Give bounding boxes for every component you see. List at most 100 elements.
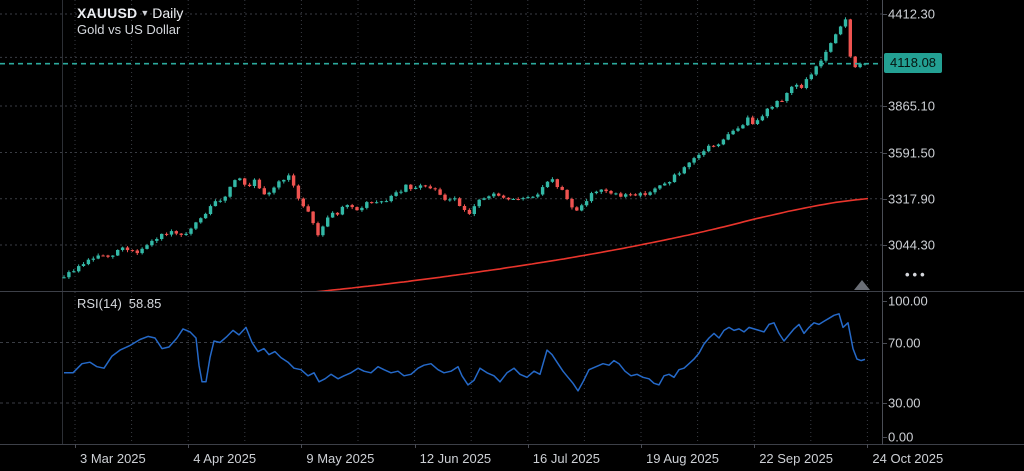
candle-body [746,117,750,126]
candle-body [707,145,711,152]
candle-body [194,222,198,229]
axis-more-button[interactable]: ••• [905,267,928,282]
main-price-pane[interactable] [0,0,882,291]
candle-body [658,185,662,189]
candle-body [155,239,159,241]
moving-average-line[interactable] [308,197,869,291]
candle-body [282,179,286,182]
rsi-legend[interactable]: RSI(14) 58.85 [77,296,161,311]
candle-body [81,264,86,266]
candle-body [130,250,135,252]
candle-body [770,107,774,109]
candle-body [374,202,379,204]
time-axis[interactable]: 3 Mar 2025 4 Apr 2025 9 May 2025 12 Jun 202… [0,444,1024,471]
candle-body [736,128,740,131]
rsi-pane[interactable] [0,292,882,443]
candle-body [233,180,237,187]
candle-body [741,125,745,129]
candle-body [843,19,848,27]
candle-body [62,277,66,279]
candle-body [809,74,813,80]
candle-body [243,178,247,185]
candle-body [140,248,144,254]
candle-body [111,255,115,257]
candle-body [433,188,437,190]
price-tick-label: 3865.10 [888,98,935,114]
candle-body [643,193,647,195]
candle-body [453,198,457,200]
symbol-selector[interactable]: XAUUSD ▼ Daily [77,5,183,22]
date-tick-label: 4 Apr 2025 [193,451,257,466]
rsi-tick-label: 0.00 [888,429,914,445]
candle-body [199,218,203,223]
candle-body [86,259,91,265]
candle-body [848,19,852,57]
candle-body [350,205,354,208]
candle-body [799,84,804,88]
candle-body [555,179,559,187]
candle-body [252,179,257,186]
candle-body [438,189,442,195]
candle-body [619,193,623,197]
symbol-description: Gold vs US Dollar [77,22,181,37]
candle-body [467,209,472,214]
candle-body [511,199,515,200]
axis-tick [883,301,887,302]
candle-body [589,193,594,202]
pane-resize-handle-icon[interactable] [854,280,870,290]
candle-body [91,258,95,260]
axis-tick [867,444,869,448]
candle-body [628,194,633,196]
axis-tick [883,198,887,200]
candle-body [457,198,462,206]
candle-body [389,195,393,202]
candle-body [169,231,174,235]
pane-divider[interactable] [0,291,1024,292]
candle-body [120,247,125,250]
date-tick-label: 3 Mar 2025 [80,451,146,466]
axis-tick [883,152,887,154]
last-price-badge[interactable]: 4118.08 [884,53,943,73]
candle-body [164,233,169,235]
axis-tick [414,444,416,448]
price-tick-label: 4412.30 [888,6,935,22]
candle-body [67,272,71,278]
candle-body [677,173,682,175]
candle-body [370,202,374,204]
candle-body [731,130,735,135]
candle-body [853,56,857,68]
candle-body [550,179,555,182]
rsi-line[interactable] [64,313,866,392]
candle-body [394,192,398,196]
axis-tick [883,403,887,404]
date-tick-label: 24 Oct 2025 [872,451,944,466]
price-tick-label: 3044.30 [888,237,935,253]
rsi-indicator-value: 58.85 [128,296,162,311]
candle-body [599,189,603,192]
candle-body [497,193,501,196]
candle-body [135,250,139,254]
candle-body [125,247,130,251]
candle-body [580,205,584,211]
candle-body [751,117,755,124]
candle-body [272,187,276,193]
candle-body [482,198,486,200]
candle-body [145,245,149,249]
candle-body [653,188,657,193]
candle-body [462,206,467,210]
candle-body [238,178,242,181]
candle-body [101,255,105,257]
candle-body [492,193,496,197]
axis-tick [75,444,76,448]
candle-body [765,108,769,117]
axis-tick [301,444,303,448]
price-axis[interactable]: 4118.08 ••• 4412.30 3865.10 3591.50 3317.90… [883,0,1024,445]
candle-body [526,197,530,199]
candle-body [296,185,301,199]
candle-body [365,202,369,208]
candle-body [443,194,447,200]
candle-body [516,199,520,200]
candle-body [604,189,608,192]
candle-body [560,187,564,190]
candle-body [536,194,540,197]
